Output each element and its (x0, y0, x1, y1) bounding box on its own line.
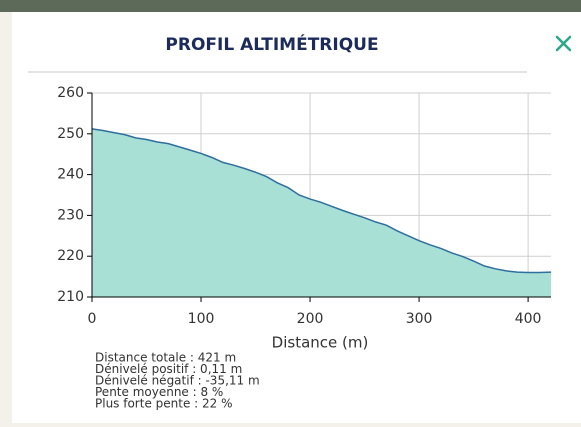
y-tick-label: 250 (57, 126, 84, 142)
x-tick-label: 300 (406, 311, 433, 327)
x-axis-label: Distance (m) (272, 334, 369, 352)
x-tick-label: 100 (188, 311, 215, 327)
modal: PROFIL ALTIMÉTRIQUE 210 220 230 240 250 260 0 1… (0, 0, 581, 423)
page: PROFIL ALTIMÉTRIQUE 210 220 230 240 250 260 0 1… (0, 0, 581, 423)
stat-line: Plus forte pente : 22 % (95, 397, 233, 411)
y-tick-label: 240 (57, 167, 84, 183)
y-tick-label: 220 (57, 248, 84, 264)
modal-title: PROFIL ALTIMÉTRIQUE (165, 33, 378, 55)
background-strip (0, 0, 581, 12)
y-tick-label: 210 (57, 289, 84, 305)
x-tick-label: 200 (297, 311, 324, 327)
y-tick-label: 230 (57, 207, 84, 223)
y-tick-label: 260 (57, 85, 84, 101)
x-tick-label: 400 (515, 311, 542, 327)
x-tick-label: 0 (88, 311, 97, 327)
